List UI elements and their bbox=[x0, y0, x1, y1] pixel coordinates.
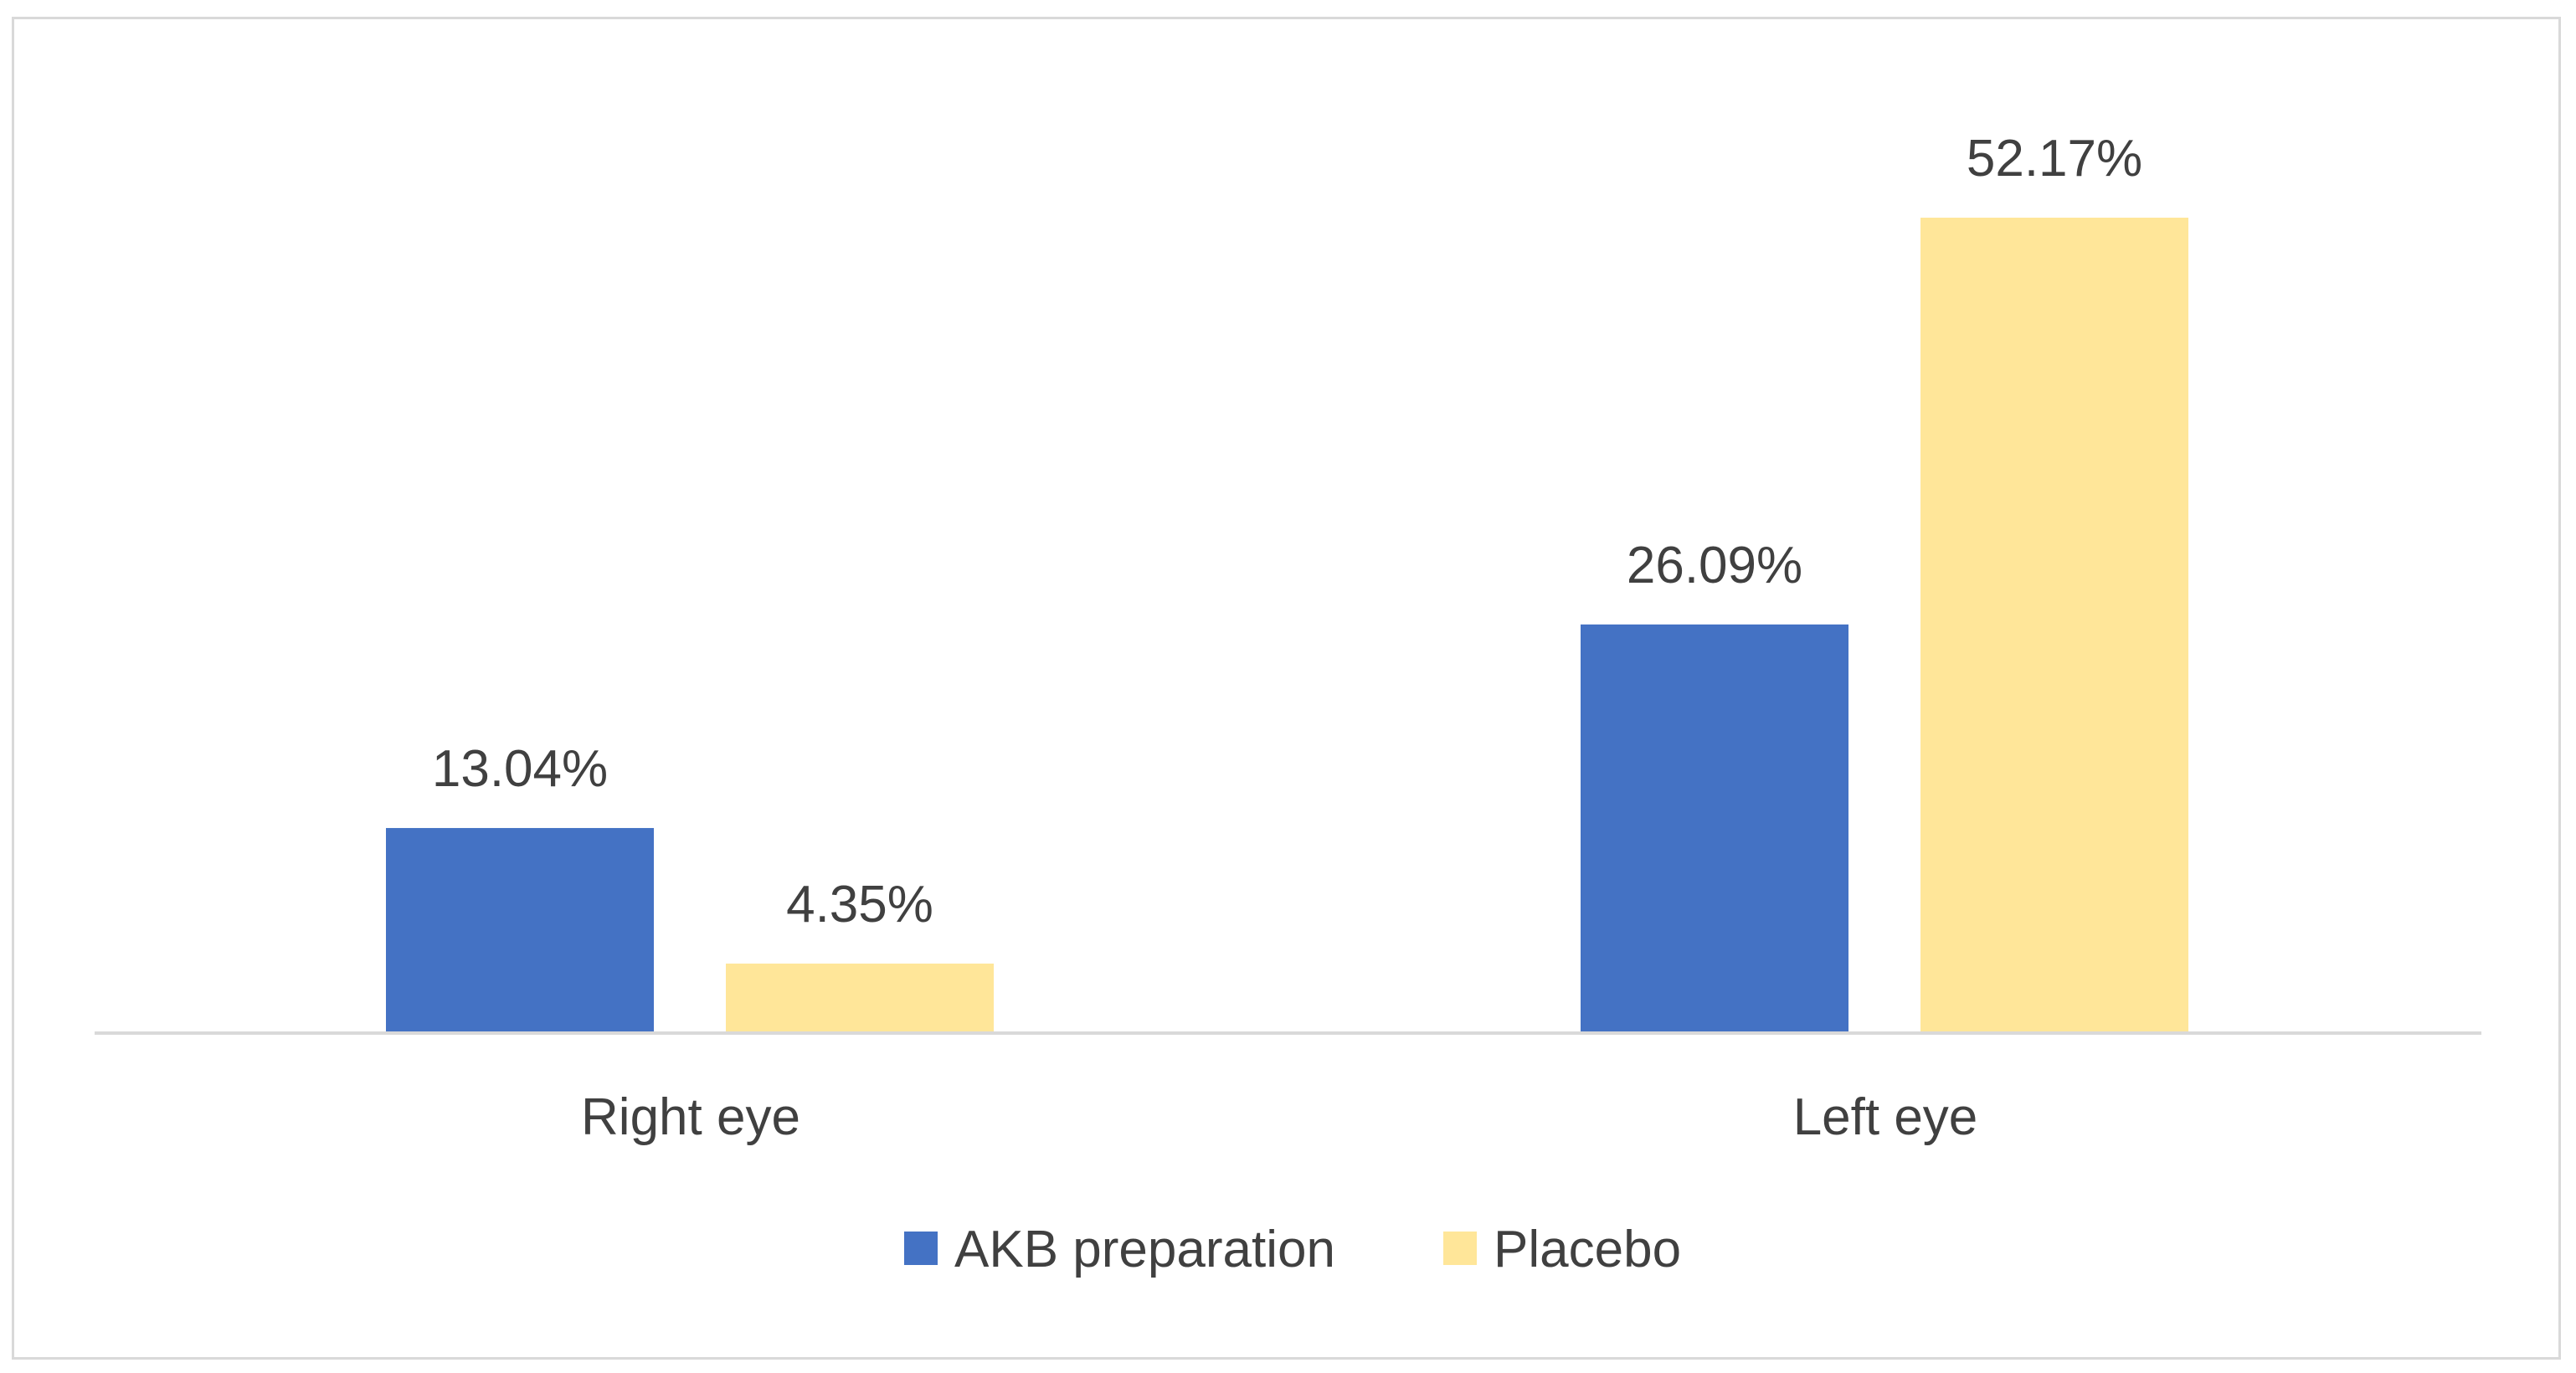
bar-akb-preparation-right-eye bbox=[386, 828, 654, 1031]
category-label-right-eye: Right eye bbox=[581, 1088, 800, 1146]
legend: AKB preparation Placebo bbox=[904, 1221, 1681, 1278]
data-label-akb-preparation-right-eye: 13.04% bbox=[432, 740, 608, 798]
legend-swatch-placebo bbox=[1443, 1232, 1477, 1265]
bar-placebo-right-eye bbox=[726, 963, 994, 1031]
data-label-placebo-left-eye: 52.17% bbox=[1967, 130, 2142, 188]
category-label-left-eye: Left eye bbox=[1793, 1088, 1978, 1146]
data-label-placebo-right-eye: 4.35% bbox=[786, 876, 933, 933]
labels-layer: 13.04% 26.09% 4.35% 52.17% Right eye Left eye bbox=[432, 130, 2142, 1146]
bars-layer bbox=[386, 218, 2188, 1031]
legend-label-placebo: Placebo bbox=[1494, 1221, 1681, 1278]
legend-swatch-akb-preparation bbox=[904, 1232, 938, 1265]
bar-akb-preparation-left-eye bbox=[1581, 624, 1848, 1031]
data-label-akb-preparation-left-eye: 26.09% bbox=[1627, 537, 1802, 594]
bar-placebo-left-eye bbox=[1920, 218, 2188, 1031]
legend-label-akb-preparation: AKB preparation bbox=[954, 1221, 1335, 1278]
